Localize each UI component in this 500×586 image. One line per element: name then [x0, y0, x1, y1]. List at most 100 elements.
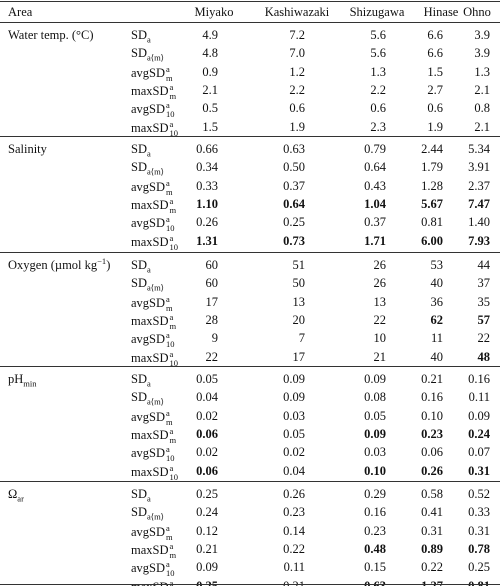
value-cell: 6.6 [427, 28, 443, 42]
text: SD [131, 505, 147, 520]
text: maxSD [131, 313, 169, 328]
subscript: a⟨m⟩ [146, 166, 165, 177]
value-cell: 28 [205, 312, 219, 327]
text: avgSD [131, 561, 166, 576]
value-cell: 1.40 [468, 215, 490, 230]
row-label: maxSD a m [131, 196, 176, 215]
value-cell: 0.26 [283, 487, 305, 501]
value-cell: 22 [205, 349, 219, 364]
superscript: −1 [97, 255, 107, 266]
row-label: avgSD a m [131, 294, 173, 313]
row-label: maxSD a m [131, 541, 177, 560]
script-stack: a10 [169, 577, 179, 586]
subscript: a⟨m⟩ [146, 511, 165, 522]
value-cell: 0.21 [196, 541, 218, 556]
value-cell: 21 [373, 349, 387, 364]
superscript: a [166, 63, 170, 74]
value-cell: 7.0 [289, 46, 305, 61]
superscript: a [166, 177, 170, 188]
value-cell: 0.09 [364, 372, 386, 386]
superscript: a [166, 522, 170, 533]
subscript: m [169, 90, 177, 101]
text: avgSD [131, 446, 166, 461]
value-cell: 2.1 [202, 82, 218, 97]
area-label: Water temp. (°C) [8, 28, 94, 42]
value-cell: 0.48 [364, 541, 386, 556]
value-cell: 0.41 [421, 505, 443, 520]
row-label: maxSD a m [131, 82, 177, 101]
rule [0, 22, 500, 23]
value-cell: 0.05 [283, 426, 305, 441]
value-cell: 5.6 [370, 28, 386, 42]
row-label: avgSD a m [131, 177, 173, 197]
superscript: a [166, 559, 170, 570]
value-cell: 48 [477, 349, 491, 364]
text: maxSD [131, 197, 169, 212]
value-cell: 0.23 [283, 505, 305, 520]
value-cell: 0.26 [421, 463, 443, 478]
row-label: avgSD a 10 [131, 445, 175, 463]
value-cell: 10 [373, 331, 387, 346]
value-cell: 0.09 [468, 408, 490, 423]
value-cell: 1.10 [196, 196, 218, 211]
subscript: 10 [166, 339, 175, 350]
value-cell: 0.31 [468, 463, 490, 478]
value-cell: 1.5 [202, 119, 218, 134]
text: avgSD [131, 65, 166, 80]
value-cell: 0.05 [196, 372, 218, 386]
text: pH [8, 372, 24, 386]
value-cell: 0.09 [283, 390, 305, 405]
value-cell: 0.31 [421, 523, 443, 538]
value-cell: 0.03 [364, 445, 386, 460]
value-cell: 9 [211, 331, 218, 346]
value-cell: 0.37 [283, 178, 305, 193]
rule [0, 481, 500, 482]
text: maxSD [131, 234, 169, 249]
superscript: a [169, 311, 174, 322]
text: maxSD [131, 83, 169, 98]
superscript: a [169, 577, 174, 586]
value-cell: 0.52 [468, 487, 490, 501]
value-cell: 60 [205, 276, 219, 291]
superscript: a [166, 407, 170, 418]
header-cell: Ohno [463, 5, 491, 19]
superscript: a [169, 232, 174, 243]
value-cell: 0.07 [468, 445, 490, 460]
row-label: SDa [131, 258, 151, 274]
value-cell: 0.81 [421, 215, 443, 230]
subscript: min [23, 378, 37, 389]
value-cell: 1.3 [370, 64, 386, 79]
value-cell: 0.78 [468, 541, 490, 556]
text: SD [131, 276, 147, 291]
text: avgSD [131, 179, 166, 194]
rule [0, 252, 500, 253]
value-cell: 0.66 [196, 142, 218, 156]
value-cell: 0.79 [364, 142, 386, 156]
value-cell: 2.7 [427, 82, 443, 97]
area-label: Oxygen (µmol kg−1) [8, 255, 110, 272]
subscript: 10 [166, 568, 175, 579]
value-cell: 36 [430, 294, 444, 309]
row-label: SDa [131, 487, 151, 503]
value-cell: 0.04 [196, 390, 218, 405]
value-cell: 0.26 [196, 215, 218, 230]
value-cell: 0.16 [421, 390, 443, 405]
value-cell: 0.23 [421, 426, 443, 441]
value-cell: 0.6 [370, 101, 386, 116]
header-cell: Area [8, 5, 33, 19]
value-cell: 0.08 [364, 390, 386, 405]
value-cell: 37 [477, 276, 491, 291]
value-cell: 40 [430, 349, 444, 364]
superscript: a [166, 444, 170, 455]
text: SD [131, 258, 147, 272]
subscript: m [169, 549, 177, 560]
value-cell: 22 [373, 312, 387, 327]
text: avgSD [131, 216, 166, 231]
